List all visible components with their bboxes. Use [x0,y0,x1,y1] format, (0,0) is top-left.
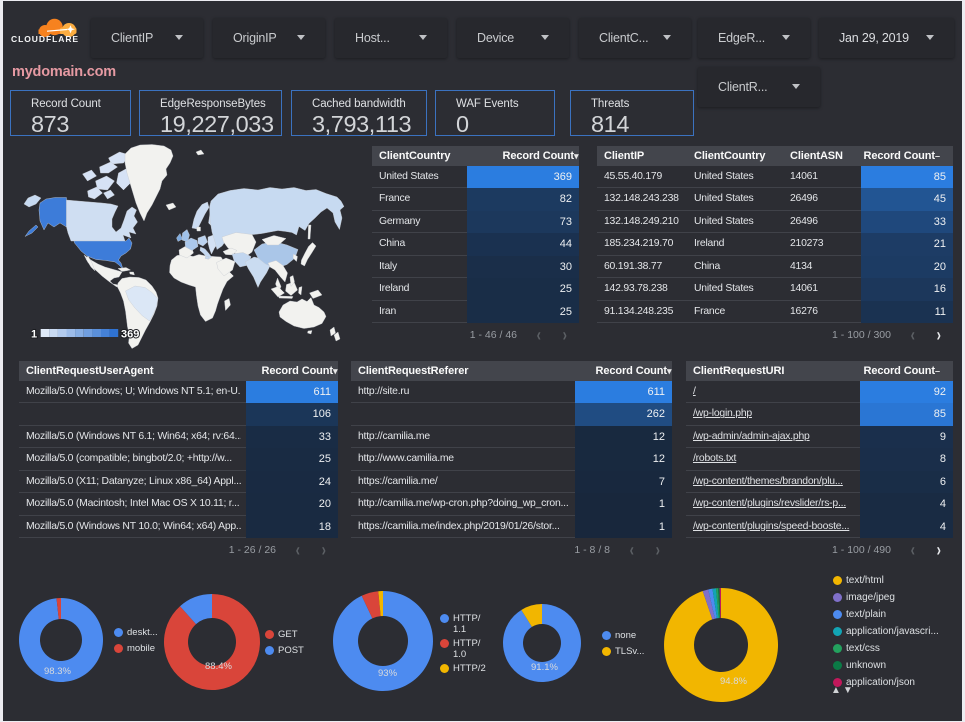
svg-text:1: 1 [31,329,37,341]
svg-text:CLOUDFLARE: CLOUDFLARE [11,34,79,44]
svg-text:369: 369 [121,329,139,341]
